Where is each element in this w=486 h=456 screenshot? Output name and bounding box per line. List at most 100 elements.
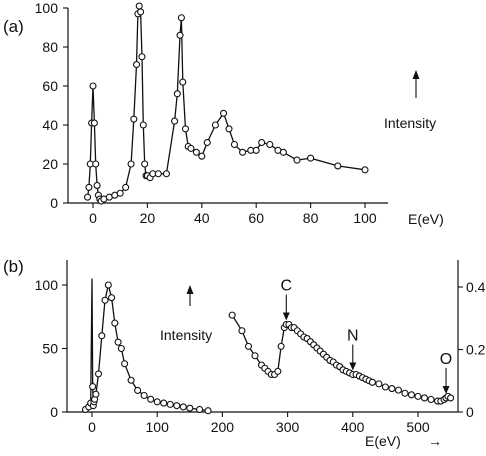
panel-a-data-point [84,193,92,201]
panel-a-data-point [179,78,187,86]
panel-b-series-2-data-point [277,342,285,350]
panel-a-data-point [90,119,98,127]
panel-b-series-1-data-point [140,391,148,400]
panel-b-right-y-tick-label: 0.4 [466,279,486,295]
panel-b-intensity-arrow-head [186,285,194,294]
panel-a-data-point [293,156,301,164]
panel-b-series-1-data-point [134,386,142,394]
panel-b-x-tick-label: 0 [88,419,96,435]
panel-b-marker-label: O [440,351,452,368]
panel-a-x-tick-label: 100 [353,210,377,226]
panel-a-data-point [187,144,195,152]
panel-a-data-point [171,117,179,125]
panel-a-x-tick-label: 80 [303,210,319,226]
panel-b-series-2-data-point [274,367,282,375]
panel-b-edge-markers: C N O [281,278,452,394]
panel-a-y-tick-label: 20 [42,156,58,172]
panel-b-marker-label: C [281,278,293,295]
panel-b-series-1-data-point [98,332,106,340]
panel-b-series-2-data-point [420,394,429,402]
panel-b-series-1-data-point [186,404,194,412]
panel-a-y-tick-label: 60 [42,78,58,94]
panel-a-data-point [361,166,369,174]
panel-b-series-2-line [231,314,451,402]
panel-a-data-point [225,125,233,133]
panel-b-series-2-data-point [388,385,396,393]
panel-b-series-1-data-point [153,398,161,406]
panel-a-x-axis-label: E(eV) [408,211,444,227]
panel-b-right-y-ticks: 0 0.2 0.4 [458,279,486,420]
panel-a-label: (a) [3,17,24,36]
panel-a-y-tick-label: 0 [50,195,58,211]
panel-a-series-points [84,2,369,205]
panel-a-data-point [141,160,149,168]
panel-b-series-2-data-point [447,394,455,402]
panel-a-series-line [86,5,366,203]
panel-b-series-1-data-point [173,402,181,410]
panel-b-series-1-data-point [89,383,97,391]
panel-a-data-point [116,189,124,197]
panel-b-series-1-data-point [166,400,174,408]
panel-a-y-ticks: 0 20 40 60 80 100 [35,0,68,211]
panel-b-series-2-data-point [394,386,402,394]
panel-b-left-y-tick-label: 100 [35,277,59,293]
panel-a-data-point [127,160,135,168]
panel-b-series-1-data-point [108,294,116,302]
panel-b-series-1-data-point [160,399,168,407]
panel-a-data-point [93,181,101,189]
panel-b-series-1-data-point [111,319,119,327]
panel-a-data-point [139,121,147,129]
panel-a-data-point [181,125,190,133]
panel-a-data-point [230,140,238,149]
panel-b-series-2-data-point [401,389,409,397]
panel-b-series-2-data-point [427,395,435,404]
panel-a-data-point [198,152,206,160]
panel-a-data-point [122,183,130,191]
panel-a-x-tick-label: 20 [140,210,156,226]
panel-a-data-point [176,31,184,39]
panel-b-series-1-data-point [121,360,129,368]
panel-a-y-tick-label: 40 [42,117,58,133]
panel-a-data-point [266,140,274,149]
panel-b-series-1-data-point [179,403,187,411]
panel-a-data-point [130,115,138,123]
panel-b-series-2-data-point [381,383,389,391]
panel-a-x-ticks: 0 20 40 60 80 100 [89,203,377,226]
panel-a-x-tick-label: 60 [248,210,264,226]
panel-b-series-1-data-point [204,407,212,415]
panel-b-marker-arrow-head [442,385,450,394]
panel-b-series-2-data-point [244,342,253,350]
panel-a-data-point [220,109,228,117]
panel-b-series-1-data-point [127,376,135,384]
panel-a-data-point [334,162,342,170]
panel-a-data-point [239,148,247,156]
panel-a-intensity-label: Intensity [384,115,436,131]
panel-a-data-point [137,8,145,16]
panel-b-x-tick-label: 300 [276,419,300,435]
panel-b-marker-arrow-head [282,312,290,321]
panel-a-data-point [203,139,211,147]
panel-a-data-point [89,82,97,90]
panel-a-data-point [258,139,266,147]
panel-b-x-tick-label: 200 [211,419,235,435]
panel-b-series-1-points [81,281,212,415]
panel-b-left-y-ticks: 0 50 100 [35,277,67,420]
panel-b-x-axis-label: E(eV) [365,433,401,449]
panel-b-series-1-data-point [94,370,103,378]
panel-b-series-1-data-point [117,344,125,353]
panel-a-data-point [173,90,181,98]
panel-a-x-tick-label: 40 [194,210,210,226]
panel-a-data-point [132,61,141,69]
panel-b-series-1-data-point [196,405,204,414]
panel-b-series-2-data-point [228,311,236,319]
panel-b-series-2-data-point [251,352,259,360]
panel-b-series-2-data-point [368,378,376,386]
panel-b-series-2-data-point [414,392,422,400]
panel-b-series-1-data-point [101,296,109,304]
panel-b-label: (b) [3,257,24,276]
panel-b-series-2-data-point [407,391,416,399]
panel-b-left-y-tick-label: 0 [50,404,58,420]
panel-b-series-1-data-point [92,390,100,398]
